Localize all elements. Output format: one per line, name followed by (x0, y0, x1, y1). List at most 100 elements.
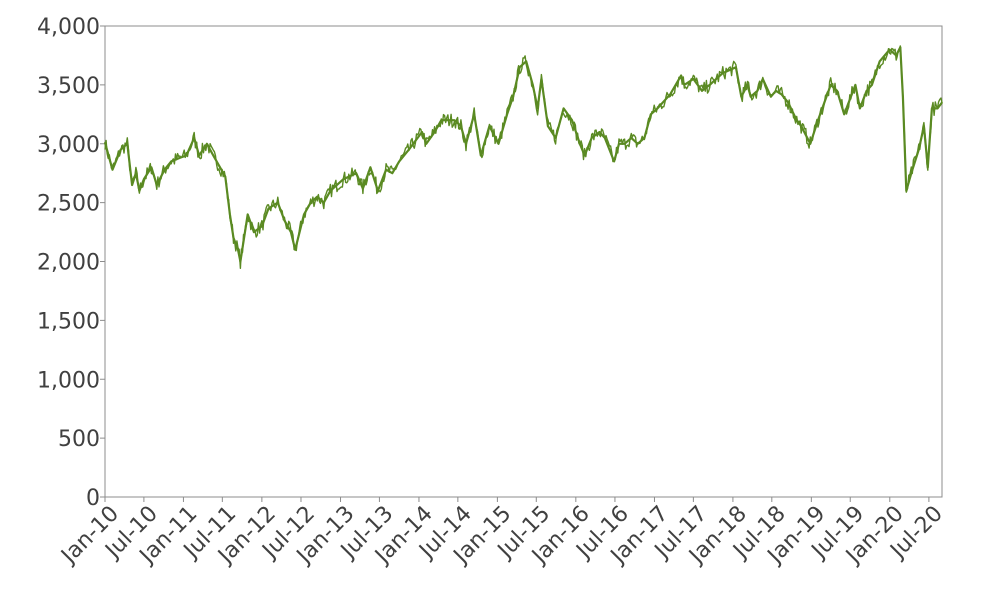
data-point (480, 154, 482, 157)
y-tick-label: 4,000 (37, 15, 100, 40)
data-point (170, 160, 172, 163)
data-point (604, 137, 606, 139)
data-point (261, 225, 263, 227)
data-point (408, 148, 410, 151)
y-tick-label: 1,500 (37, 309, 100, 334)
data-point (795, 119, 798, 121)
data-point (198, 154, 200, 157)
data-point (518, 66, 521, 68)
data-point (680, 74, 682, 77)
data-point (923, 125, 925, 127)
series-volatility-path (104, 45, 943, 269)
data-point (239, 260, 242, 263)
data-point (267, 207, 270, 210)
data-point (283, 219, 286, 222)
data-point (941, 101, 943, 104)
data-point (525, 60, 527, 63)
data-point (138, 190, 141, 192)
data-point (540, 78, 543, 80)
data-point (294, 248, 297, 251)
data-point (185, 154, 188, 157)
data-point (902, 95, 904, 98)
data-point (369, 166, 372, 169)
series-path (103, 46, 943, 263)
data-point (421, 131, 423, 133)
data-point (708, 84, 711, 86)
data-point (193, 137, 195, 139)
data-point (590, 137, 593, 139)
y-tick-label: 500 (58, 427, 100, 452)
data-point (143, 178, 145, 180)
data-point (126, 143, 129, 145)
data-point (150, 166, 153, 169)
data-point (775, 90, 777, 92)
data-point (683, 84, 686, 86)
data-point (425, 143, 428, 145)
data-point (219, 166, 221, 169)
data-point (111, 168, 114, 171)
data-point (309, 201, 312, 204)
data-point (391, 172, 394, 174)
data-point (692, 78, 695, 80)
y-tick-label: 1,000 (37, 368, 100, 393)
data-point (135, 172, 137, 174)
data-point (817, 119, 819, 121)
data-point (936, 107, 939, 110)
data-point (618, 143, 620, 145)
data-point (536, 107, 539, 110)
data-point (888, 48, 891, 51)
y-axis: 0 500 1,000 1,500 2,000 2,500 3,000 3,500 4,000 (37, 15, 105, 511)
y-tick-label: 2,500 (37, 192, 100, 217)
data-point (473, 113, 476, 116)
data-point (385, 168, 387, 171)
data-point (636, 143, 639, 145)
data-point (290, 231, 292, 233)
data-point (770, 95, 772, 98)
data-point (316, 195, 319, 198)
data-point (836, 90, 838, 92)
data-point (656, 107, 659, 110)
series-layer (103, 45, 943, 269)
data-point (613, 160, 615, 163)
data-point (669, 93, 671, 96)
data-point (131, 184, 133, 186)
data-point (440, 119, 443, 121)
data-point (762, 78, 764, 80)
data-point (701, 90, 703, 92)
data-point (787, 101, 789, 104)
data-point (859, 107, 861, 110)
x-axis: Jan-10Jul-10Jan-11Jul-11Jan-12Jul-12Jan-… (56, 497, 948, 570)
data-point (453, 119, 456, 121)
data-point (715, 78, 717, 80)
data-point (800, 125, 802, 127)
data-point (465, 143, 467, 145)
data-point (809, 143, 812, 145)
data-point (843, 113, 845, 116)
data-point (355, 172, 358, 174)
data-point (623, 143, 626, 145)
data-point (232, 237, 235, 239)
data-point (927, 166, 929, 169)
data-point (156, 184, 158, 186)
data-point (829, 84, 832, 86)
y-tick-label: 3,000 (37, 133, 100, 158)
data-point (460, 125, 462, 127)
data-point (433, 131, 436, 133)
data-point (104, 141, 106, 144)
data-point (746, 84, 749, 86)
data-point (277, 201, 279, 204)
data-point (224, 175, 227, 178)
data-point (910, 172, 913, 174)
data-point (362, 187, 364, 190)
data-point (229, 213, 231, 216)
data-point (237, 248, 239, 251)
data-point (532, 84, 534, 86)
data-point (905, 190, 908, 192)
y-tick-label: 3,500 (37, 74, 100, 99)
data-point (722, 72, 724, 74)
data-point (554, 137, 557, 139)
data-point (179, 157, 181, 159)
data-point (918, 148, 920, 151)
